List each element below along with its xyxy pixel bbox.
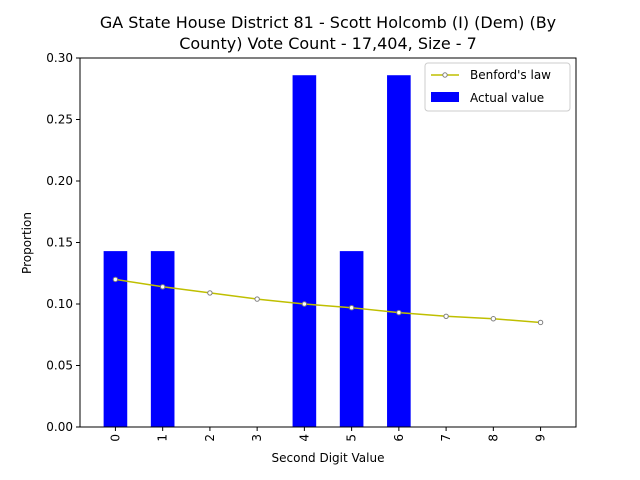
bar-digit-0: [103, 251, 128, 427]
legend-actual-label: Actual value: [470, 91, 544, 105]
legend-box: [424, 62, 571, 112]
x-tick-label: 8: [486, 434, 500, 442]
benford-point-digit-2: [207, 290, 213, 296]
benford-line-layer: [112, 276, 544, 326]
benford-point-digit-8: [490, 316, 497, 322]
benford-point-digit-1: [159, 284, 166, 290]
legend-benford-marker: [442, 72, 448, 78]
x-tick-label: 3: [250, 434, 264, 442]
benford-point-digit-9: [537, 319, 544, 326]
benford-point-digit-5: [348, 304, 355, 311]
y-tick-label: 0.10: [46, 297, 73, 311]
bar-digit-1: [150, 251, 175, 427]
chart-title-line-2: County) Vote Count - 17,404, Size - 7: [179, 34, 477, 53]
benford-line: [115, 278, 541, 324]
benford-point-digit-7: [443, 313, 449, 319]
x-tick-label: 0: [108, 434, 122, 442]
y-tick-label: 0.00: [46, 420, 73, 434]
y-tick-label: 0.20: [46, 174, 73, 188]
y-axis-label: Proportion: [20, 212, 34, 274]
bar-digit-5: [339, 251, 364, 427]
x-tick-label: 4: [297, 434, 311, 442]
bars-layer: [103, 75, 411, 427]
y-tick-label: 0.05: [46, 359, 73, 373]
bar-digit-4: [292, 75, 317, 427]
y-axis: 0.00 0.05 0.10 0.15 0.20 0.25 0.30: [46, 51, 80, 434]
benford-point-digit-4: [301, 301, 308, 307]
chart-title: GA State House District 81 - Scott Holco…: [100, 13, 556, 53]
x-tick-label: 9: [534, 434, 548, 442]
benford-point-digit-6: [396, 309, 402, 316]
x-tick-label: 7: [439, 434, 453, 442]
legend-actual-swatch: [431, 92, 459, 102]
x-axis: 0 1 2 3 4 5 6 7 8 9: [108, 427, 548, 442]
legend-benford-label: Benford's law: [470, 68, 551, 82]
x-axis-label: Second Digit Value: [272, 451, 385, 465]
legend: Benford's law Actual value: [424, 62, 571, 112]
benford-point-digit-0: [112, 276, 119, 283]
y-tick-label: 0.25: [46, 113, 73, 127]
y-tick-label: 0.30: [46, 51, 73, 65]
x-tick-label: 6: [392, 434, 406, 442]
bar-digit-6: [387, 75, 411, 427]
x-tick-label: 1: [156, 434, 170, 442]
x-tick-label: 2: [203, 434, 217, 442]
x-tick-label: 5: [345, 434, 359, 442]
y-tick-label: 0.15: [46, 236, 73, 250]
benford-point-digit-3: [254, 296, 260, 302]
chart-title-line-1: GA State House District 81 - Scott Holco…: [100, 13, 556, 32]
